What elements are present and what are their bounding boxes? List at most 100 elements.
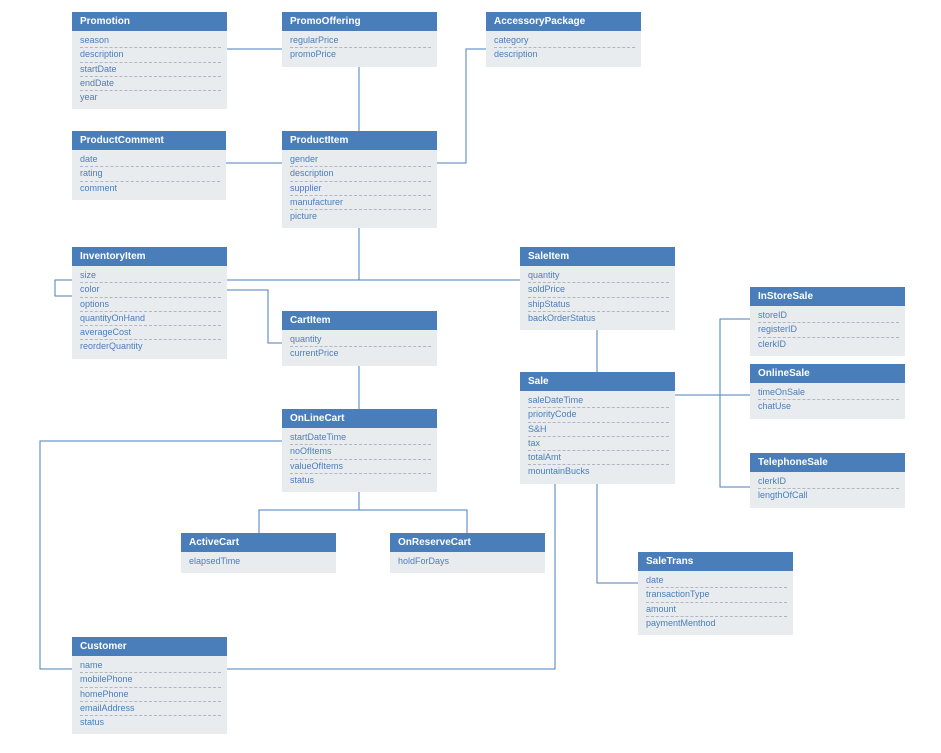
- entity-attr: reorderQuantity: [80, 340, 221, 353]
- entity-attr: options: [80, 298, 221, 312]
- entity-attr: startDateTime: [290, 431, 431, 445]
- entity-header: Sale: [520, 372, 675, 391]
- entity-header: Customer: [72, 637, 227, 656]
- entity-attr: year: [80, 91, 221, 104]
- entity-attr: noOfItems: [290, 445, 431, 459]
- entity-attr: elapsedTime: [189, 555, 330, 568]
- entity-attr: saleDateTime: [528, 394, 669, 408]
- entity-attr: shipStatus: [528, 298, 669, 312]
- entity-onlinesale: OnlineSaletimeOnSalechatUse: [750, 364, 905, 419]
- entity-attr: clerkID: [758, 338, 899, 351]
- entity-attr: priorityCode: [528, 408, 669, 422]
- entity-body: startDateTimenoOfItemsvalueOfItemsstatus: [282, 428, 437, 492]
- entity-attr: status: [290, 474, 431, 487]
- connector: [675, 319, 750, 395]
- entity-body: timeOnSalechatUse: [750, 383, 905, 419]
- entity-body: storeIDregisterIDclerkID: [750, 306, 905, 356]
- entity-header: ActiveCart: [181, 533, 336, 552]
- connector: [55, 280, 72, 296]
- entity-attr: regularPrice: [290, 34, 431, 48]
- entity-attr: homePhone: [80, 688, 221, 702]
- entity-attr: size: [80, 269, 221, 283]
- entity-productitem: ProductItemgenderdescriptionsuppliermanu…: [282, 131, 437, 228]
- entity-attr: supplier: [290, 182, 431, 196]
- entity-header: AccessoryPackage: [486, 12, 641, 31]
- entity-body: namemobilePhonehomePhoneemailAddressstat…: [72, 656, 227, 734]
- entity-customer: CustomernamemobilePhonehomePhoneemailAdd…: [72, 637, 227, 734]
- entity-cartitem: CartItemquantitycurrentPrice: [282, 311, 437, 366]
- entity-header: InStoreSale: [750, 287, 905, 306]
- connector: [226, 290, 282, 343]
- entity-accessorypackage: AccessoryPackagecategorydescription: [486, 12, 641, 67]
- entity-header: OnReserveCart: [390, 533, 545, 552]
- entity-attr: startDate: [80, 63, 221, 77]
- entity-header: ProductItem: [282, 131, 437, 150]
- entity-header: TelephoneSale: [750, 453, 905, 472]
- entity-attr: quantity: [528, 269, 669, 283]
- entity-attr: holdForDays: [398, 555, 539, 568]
- entity-attr: currentPrice: [290, 347, 431, 360]
- entity-activecart: ActiveCart elapsedTime: [181, 533, 336, 573]
- entity-promotion: PromotionseasondescriptionstartDateendDa…: [72, 12, 227, 109]
- entity-saleitem: SaleItemquantitysoldPriceshipStatusbackO…: [520, 247, 675, 330]
- entity-attr: color: [80, 283, 221, 297]
- entity-attr: clerkID: [758, 475, 899, 489]
- entity-header: OnLineCart: [282, 409, 437, 428]
- connector: [359, 510, 467, 533]
- entity-body: quantitysoldPriceshipStatusbackOrderStat…: [520, 266, 675, 330]
- entity-attr: soldPrice: [528, 283, 669, 297]
- entity-attr: storeID: [758, 309, 899, 323]
- entity-attr: name: [80, 659, 221, 673]
- entity-onreservecart: OnReserveCart holdForDays: [390, 533, 545, 573]
- entity-telephonesale: TelephoneSale clerkIDlengthOfCall: [750, 453, 905, 508]
- entity-attr: paymentMenthod: [646, 617, 787, 630]
- entity-header: PromoOffering: [282, 12, 437, 31]
- entity-attr: promoPrice: [290, 48, 431, 61]
- entity-inventoryitem: InventoryItemsizecoloroptionsquantityOnH…: [72, 247, 227, 359]
- entity-attr: quantity: [290, 333, 431, 347]
- entity-attr: transactionType: [646, 588, 787, 602]
- entity-attr: picture: [290, 210, 431, 223]
- entity-promooffering: PromoOfferingregularPricepromoPrice: [282, 12, 437, 67]
- entity-body: saleDateTimepriorityCodeS&HtaxtotalAmtmo…: [520, 391, 675, 484]
- entity-attr: averageCost: [80, 326, 221, 340]
- entity-attr: lengthOfCall: [758, 489, 899, 502]
- entity-attr: registerID: [758, 323, 899, 337]
- entity-attr: status: [80, 716, 221, 729]
- entity-attr: S&H: [528, 423, 669, 437]
- entity-attr: backOrderStatus: [528, 312, 669, 325]
- entity-attr: rating: [80, 167, 220, 181]
- entity-attr: chatUse: [758, 400, 899, 413]
- entity-instoresale: InStoreSalestoreIDregisterIDclerkID: [750, 287, 905, 356]
- entity-attr: description: [494, 48, 635, 61]
- entity-body: seasondescriptionstartDateendDateyear: [72, 31, 227, 109]
- entity-attr: date: [80, 153, 220, 167]
- entity-body: genderdescriptionsuppliermanufacturerpic…: [282, 150, 437, 228]
- entity-header: ProductComment: [72, 131, 226, 150]
- entity-attr: endDate: [80, 77, 221, 91]
- entity-header: InventoryItem: [72, 247, 227, 266]
- entity-header: SaleTrans: [638, 552, 793, 571]
- entity-attr: mobilePhone: [80, 673, 221, 687]
- entity-body: holdForDays: [390, 552, 545, 573]
- entity-body: categorydescription: [486, 31, 641, 67]
- entity-attr: manufacturer: [290, 196, 431, 210]
- entity-body: elapsedTime: [181, 552, 336, 573]
- entity-body: sizecoloroptionsquantityOnHandaverageCos…: [72, 266, 227, 359]
- entity-sale: SalesaleDateTimepriorityCodeS&HtaxtotalA…: [520, 372, 675, 484]
- entity-body: regularPricepromoPrice: [282, 31, 437, 67]
- entity-attr: quantityOnHand: [80, 312, 221, 326]
- entity-attr: valueOfItems: [290, 460, 431, 474]
- entity-body: dateratingcomment: [72, 150, 226, 200]
- entity-attr: category: [494, 34, 635, 48]
- connector: [437, 49, 486, 163]
- entity-attr: timeOnSale: [758, 386, 899, 400]
- entity-body: datetransactionTypeamountpaymentMenthod: [638, 571, 793, 635]
- entity-attr: description: [290, 167, 431, 181]
- entity-header: SaleItem: [520, 247, 675, 266]
- entity-attr: gender: [290, 153, 431, 167]
- entity-attr: date: [646, 574, 787, 588]
- entity-attr: comment: [80, 182, 220, 195]
- entity-attr: emailAddress: [80, 702, 221, 716]
- entity-onlinecart: OnLineCartstartDateTimenoOfItemsvalueOfI…: [282, 409, 437, 492]
